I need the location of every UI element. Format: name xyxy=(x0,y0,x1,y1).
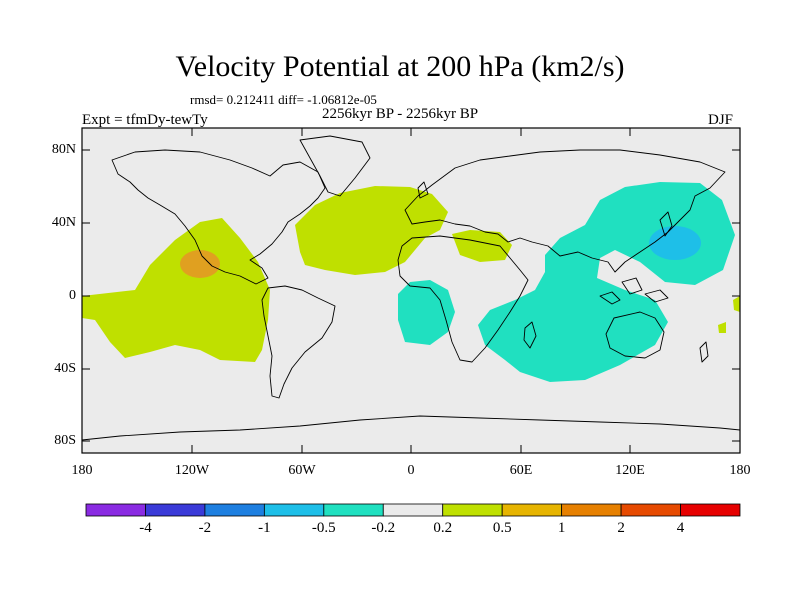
colorbar-box xyxy=(263,503,325,517)
colorbar-box xyxy=(145,503,206,517)
colorbar-box xyxy=(620,503,681,517)
colorbar-label: 0.5 xyxy=(492,520,512,536)
colorbar-label: 1 xyxy=(557,520,566,536)
coastlines xyxy=(81,135,741,441)
season-label: DJF xyxy=(708,112,734,128)
lon-label-120w: 120W xyxy=(174,463,210,478)
lon-label-60w: 60W xyxy=(288,463,316,478)
colorbar xyxy=(85,503,741,517)
lat-label-0: 0 xyxy=(69,288,76,303)
positive-anomaly-regions xyxy=(82,186,740,362)
stats-text: rmsd= 0.212411 diff= -1.06812e-05 xyxy=(190,92,377,107)
colorbar-box xyxy=(680,503,741,517)
colorbar-box xyxy=(85,503,146,517)
colorbar-box xyxy=(382,503,444,517)
colorbar-label: -4 xyxy=(139,520,152,536)
colorbar-box xyxy=(561,503,622,517)
colorbar-box xyxy=(501,503,563,517)
map-title: Velocity Potential at 200 hPa (km2/s) xyxy=(175,50,625,83)
positive-anomaly-core xyxy=(180,250,220,278)
lat-ticks xyxy=(82,149,740,442)
colorbar-label: -0.2 xyxy=(371,520,396,536)
negative-anomaly-core xyxy=(649,226,701,260)
lon-label-0: 0 xyxy=(407,463,415,478)
colorbar-label: 2 xyxy=(617,520,625,536)
lat-label-80n: 80N xyxy=(51,142,76,157)
colorbar-label: -0.5 xyxy=(311,520,336,536)
lon-label-180e: 180 xyxy=(729,463,751,478)
colorbar-box xyxy=(204,503,265,517)
colorbar-label: 4 xyxy=(676,520,685,536)
experiment-label: Expt = tfmDy-tewTy xyxy=(82,112,208,128)
colorbar-label: -1 xyxy=(258,520,271,536)
colorbar-box xyxy=(323,503,384,517)
lon-ticks xyxy=(191,128,631,453)
period-text: 2256kyr BP - 2256kyr BP xyxy=(322,106,479,122)
lat-label-40n: 40N xyxy=(51,215,76,230)
colorbar-label: -2 xyxy=(198,520,212,536)
lon-label-60e: 60E xyxy=(509,463,533,478)
lat-label-40s: 40S xyxy=(54,361,76,376)
colorbar-box xyxy=(442,503,503,517)
lon-label-120e: 120E xyxy=(615,463,645,478)
colorbar-label: 0.2 xyxy=(433,520,453,536)
lon-label-180w: 180 xyxy=(71,463,93,478)
lat-label-80s: 80S xyxy=(54,433,76,448)
